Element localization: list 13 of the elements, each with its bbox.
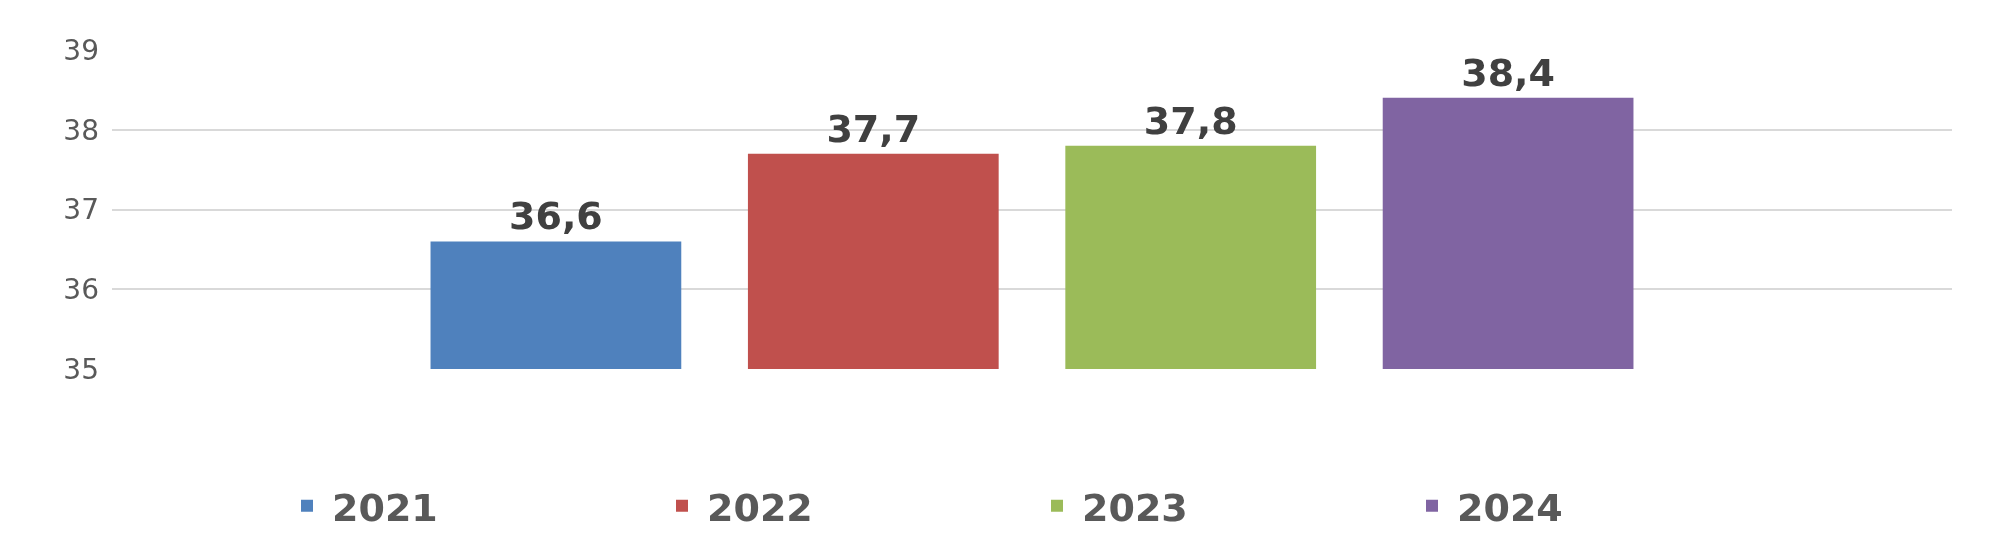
legend-label: 2023 [1082, 485, 1188, 530]
y-tick-label: 38 [63, 113, 99, 147]
data-label: 37,8 [1143, 98, 1238, 143]
legend-label: 2022 [707, 485, 813, 530]
data-label: 36,6 [509, 194, 603, 239]
y-tick-label: 37 [63, 193, 99, 227]
data-label: 38,4 [1461, 50, 1555, 95]
y-tick-label: 39 [63, 33, 99, 67]
legend-label: 2021 [332, 485, 438, 530]
y-tick-label: 36 [63, 273, 99, 307]
y-tick-label: 35 [63, 352, 99, 386]
data-label: 37,7 [826, 106, 921, 151]
legend-label: 2024 [1457, 485, 1563, 530]
